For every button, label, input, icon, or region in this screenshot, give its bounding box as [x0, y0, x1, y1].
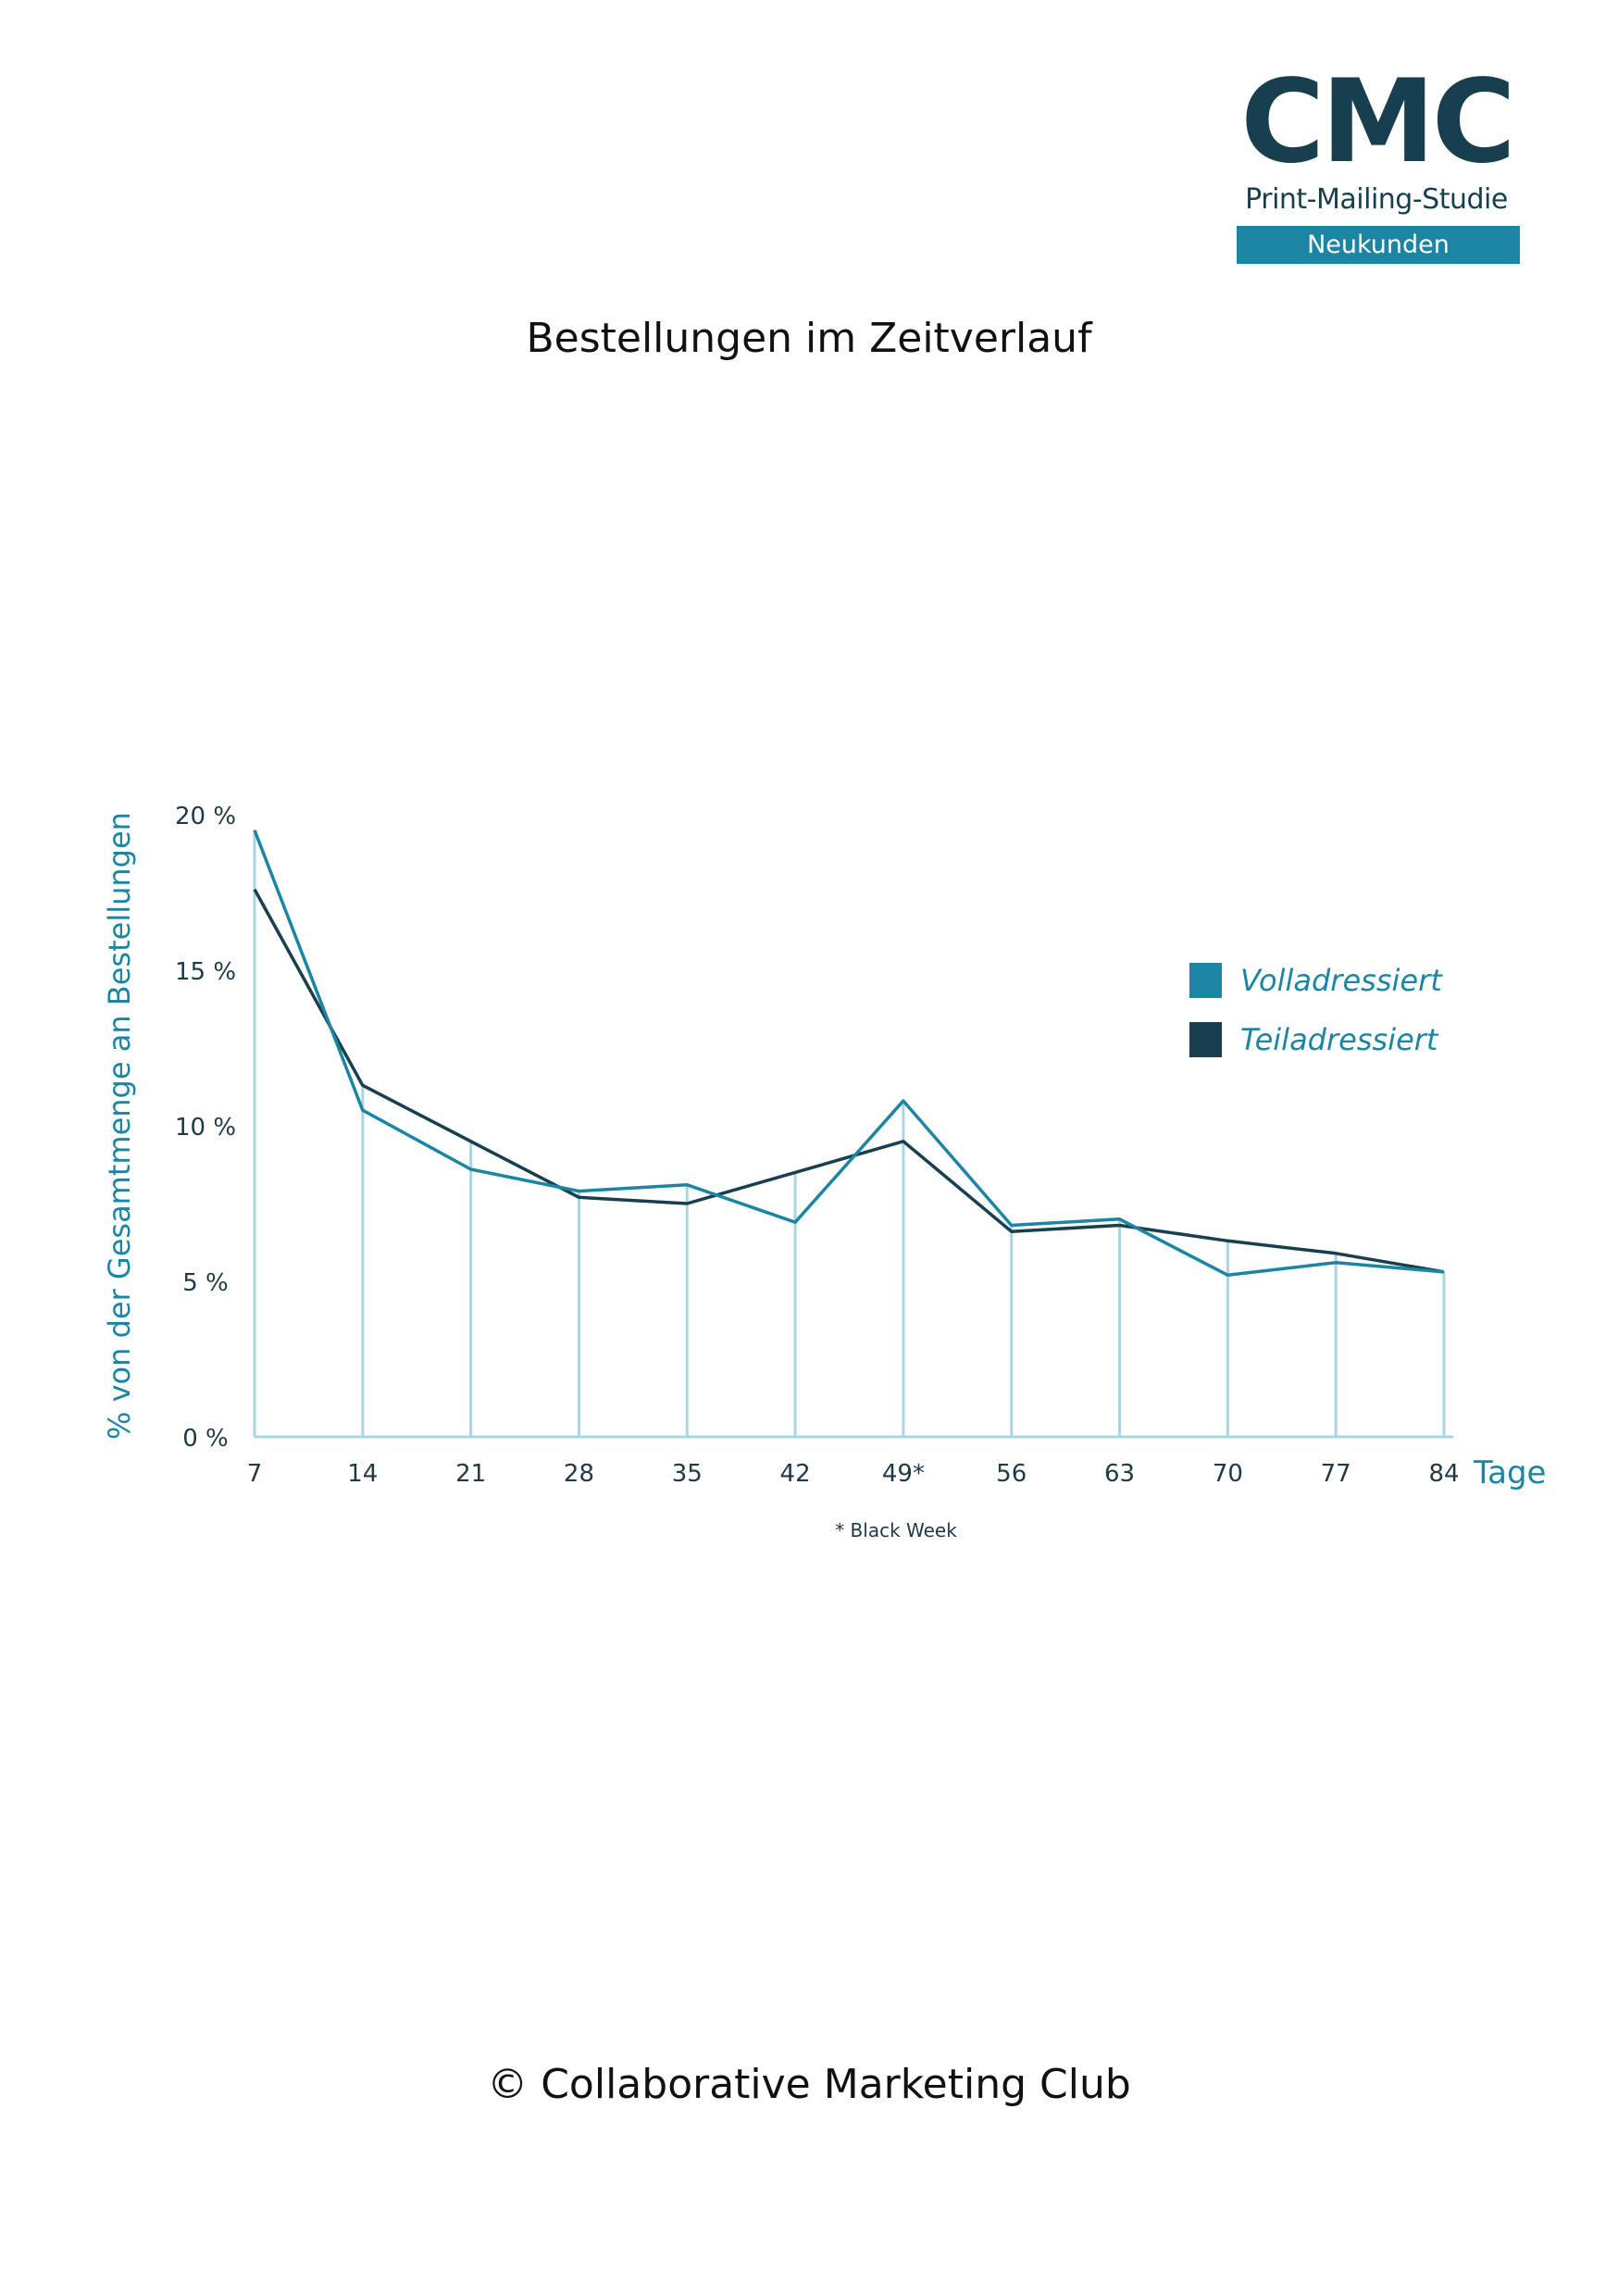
logo-subtitle: Print-Mailing-Studie	[1245, 183, 1508, 216]
y-tick-label: 10 %	[175, 1114, 236, 1142]
legend-label: Teiladressiert	[1240, 1022, 1439, 1057]
series-line-teiladressiert	[253, 888, 1445, 1274]
x-axis-title: Tage	[1473, 1454, 1546, 1491]
y-axis-title: % von der Gesamtmenge an Bestellungen	[102, 812, 137, 1440]
x-tick-label: 63	[1104, 1460, 1135, 1488]
y-tick-label: 15 %	[175, 958, 236, 986]
x-tick-label: 70	[1213, 1460, 1243, 1488]
axis-labels: 0 % 5 % 10 % 15 % 20 % 7 14 21 28 35 42 49* 56 63 70 77…	[102, 803, 1546, 1541]
x-tick-label: 42	[780, 1460, 811, 1488]
y-tick-label: 20 %	[175, 803, 236, 830]
legend: Volladressiert Teiladressiert	[1189, 963, 1443, 1057]
legend-swatch	[1189, 963, 1222, 998]
x-tick-label: 56	[996, 1460, 1027, 1488]
x-tick-label: 28	[564, 1460, 594, 1488]
legend-label: Volladressiert	[1240, 963, 1443, 998]
series-line-volladressiert	[253, 830, 1445, 1278]
x-tick-label: 7	[247, 1460, 263, 1488]
copyright-footer: © Collaborative Marketing Club	[487, 2061, 1131, 2108]
cmc-logo: CMC Print-Mailing-Studie Neukunden	[1233, 65, 1520, 267]
axes	[253, 830, 1453, 1439]
x-tick-label: 84	[1428, 1460, 1459, 1488]
x-tick-label: 49*	[882, 1460, 925, 1488]
series-lines	[253, 830, 1445, 1278]
chart-footnote: * Black Week	[835, 1519, 957, 1541]
x-tick-label: 77	[1321, 1460, 1351, 1488]
logo-badge: Neukunden	[1237, 226, 1520, 264]
logo-wordmark: CMC	[1240, 56, 1515, 189]
legend-swatch	[1189, 1022, 1222, 1057]
x-tick-label: 35	[672, 1460, 703, 1488]
y-tick-label: 5 %	[182, 1269, 229, 1297]
x-tick-label: 21	[455, 1460, 486, 1488]
gridlines	[253, 830, 1446, 1437]
x-tick-label: 14	[347, 1460, 378, 1488]
page-title: Bestellungen im Zeitverlauf	[526, 315, 1092, 362]
y-tick-label: 0 %	[182, 1425, 229, 1453]
